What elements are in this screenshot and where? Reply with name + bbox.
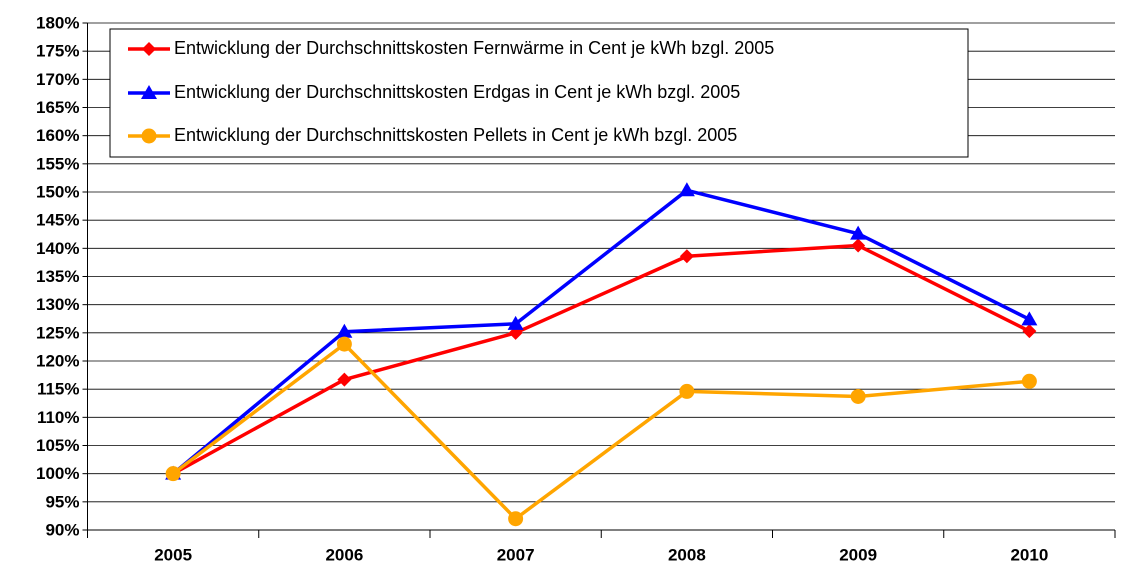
marker [679,383,695,399]
legend-label: Entwicklung der Durchschnittskosten Pell… [174,125,737,145]
x-tick-label: 2005 [154,545,192,564]
y-tick-label: 170% [36,70,79,89]
y-tick-label: 155% [36,154,79,173]
x-tick-label: 2006 [325,545,363,564]
x-tick-label: 2008 [668,545,706,564]
series-line [172,342,1030,521]
marker [336,323,353,338]
y-tick-label: 135% [36,267,79,286]
marker [141,128,157,144]
marker [851,238,866,253]
y-tick-label: 100% [36,464,79,483]
marker [336,336,352,352]
x-tick-label: 2010 [1010,545,1048,564]
marker [679,249,694,264]
y-tick-label: 180% [36,13,79,32]
marker [678,182,695,197]
series-line [172,243,1031,476]
series-line [172,188,1031,476]
y-tick-label: 140% [36,239,79,258]
legend-label: Entwicklung der Durchschnittskosten Erdg… [174,82,740,102]
marker [850,225,867,240]
x-tick-label: 2007 [497,545,535,564]
lines [165,182,1038,527]
y-tick-label: 150% [36,182,79,201]
y-tick-label: 115% [37,380,80,399]
marker [141,85,157,99]
y-tick-label: 160% [36,126,79,145]
y-tick-label: 120% [36,351,79,370]
y-tick-label: 175% [36,42,79,61]
marker [1021,373,1037,389]
marker [850,388,866,404]
y-tick-label: 165% [36,98,79,117]
legend-box [109,28,969,158]
marker [1022,324,1037,339]
x-tick-label: 2009 [839,545,877,564]
marker [507,315,524,330]
marker [508,511,524,527]
marker [142,42,156,56]
y-tick-label: 110% [37,408,80,427]
marker [1021,311,1038,326]
y-tick-label: 105% [36,436,79,455]
legend-label: Entwicklung der Durchschnittskosten Fern… [174,38,774,58]
y-tick-label: 90% [45,520,79,539]
marker [165,466,181,482]
y-tick-label: 125% [36,323,79,342]
marker [337,372,352,387]
y-tick-label: 130% [36,295,79,314]
grid: 90% 95% 100% 105% 110% 115% 120% 125% 130% 135% 14… [36,13,1116,564]
y-tick-label: 145% [36,211,79,230]
y-tick-label: 95% [45,492,79,511]
